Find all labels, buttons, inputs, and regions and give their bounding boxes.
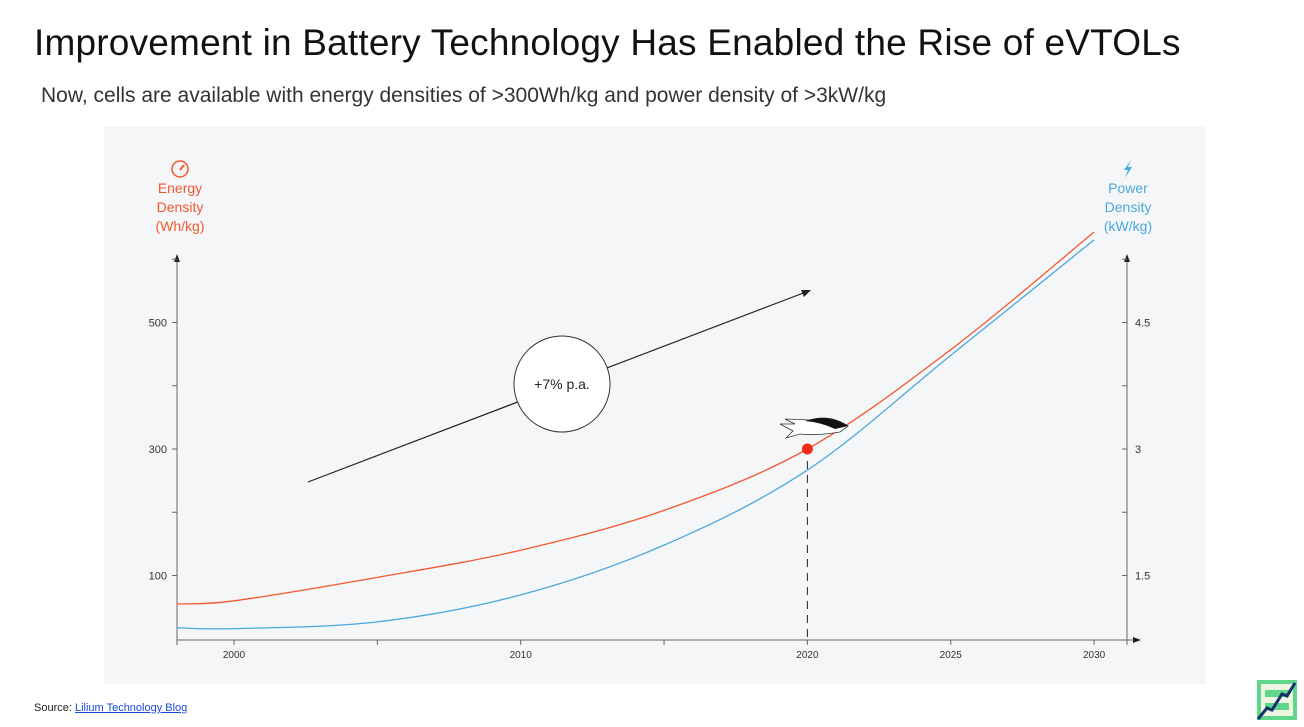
left-axis-arrow: [174, 254, 180, 262]
growth-rate-label: +7% p.a.: [534, 376, 590, 392]
right-axis-label: Power: [1108, 180, 1148, 196]
right-axis-arrow: [1124, 254, 1130, 262]
source-line: Source: Lilium Technology Blog: [34, 702, 187, 714]
left-axis-label: Density: [157, 199, 204, 215]
chart-panel: [104, 126, 1206, 684]
left-tick-label: 300: [149, 444, 167, 456]
x-tick-label: 2020: [796, 650, 819, 661]
left-axis-label: Energy: [158, 180, 202, 196]
source-label: Source:: [34, 702, 72, 714]
trend-arrowhead: [801, 290, 811, 297]
marker-point: [801, 443, 813, 455]
lightning-icon: [1124, 160, 1132, 178]
x-tick-label: 2030: [1083, 650, 1106, 661]
left-tick-label: 500: [149, 318, 167, 330]
right-tick-label: 4.5: [1135, 318, 1150, 330]
page-subtitle: Now, cells are available with energy den…: [41, 84, 887, 107]
right-tick-label: 1.5: [1135, 571, 1150, 583]
source-link[interactable]: Lilium Technology Blog: [74, 702, 188, 714]
x-tick-label: 2010: [510, 650, 533, 661]
growth-rate-bubble: [513, 335, 611, 433]
series-line-energy-density: [176, 231, 1095, 605]
x-tick-label: 2000: [223, 650, 246, 661]
series-line-power-density: [176, 239, 1095, 630]
x-axis-arrow: [1133, 637, 1141, 643]
x-tick-label: 2025: [940, 650, 963, 661]
gauge-icon: [171, 160, 189, 178]
page-title: Improvement in Battery Technology Has En…: [34, 22, 1181, 63]
aircraft-canopy: [805, 417, 848, 429]
left-tick-label: 100: [149, 571, 167, 583]
right-tick-label: 3: [1135, 444, 1141, 456]
left-axis-label: (Wh/kg): [156, 218, 205, 234]
right-axis-label: (kW/kg): [1104, 218, 1152, 234]
brand-logo: [1257, 680, 1297, 720]
gauge-needle: [179, 164, 185, 171]
right-axis-label: Density: [1105, 199, 1152, 215]
